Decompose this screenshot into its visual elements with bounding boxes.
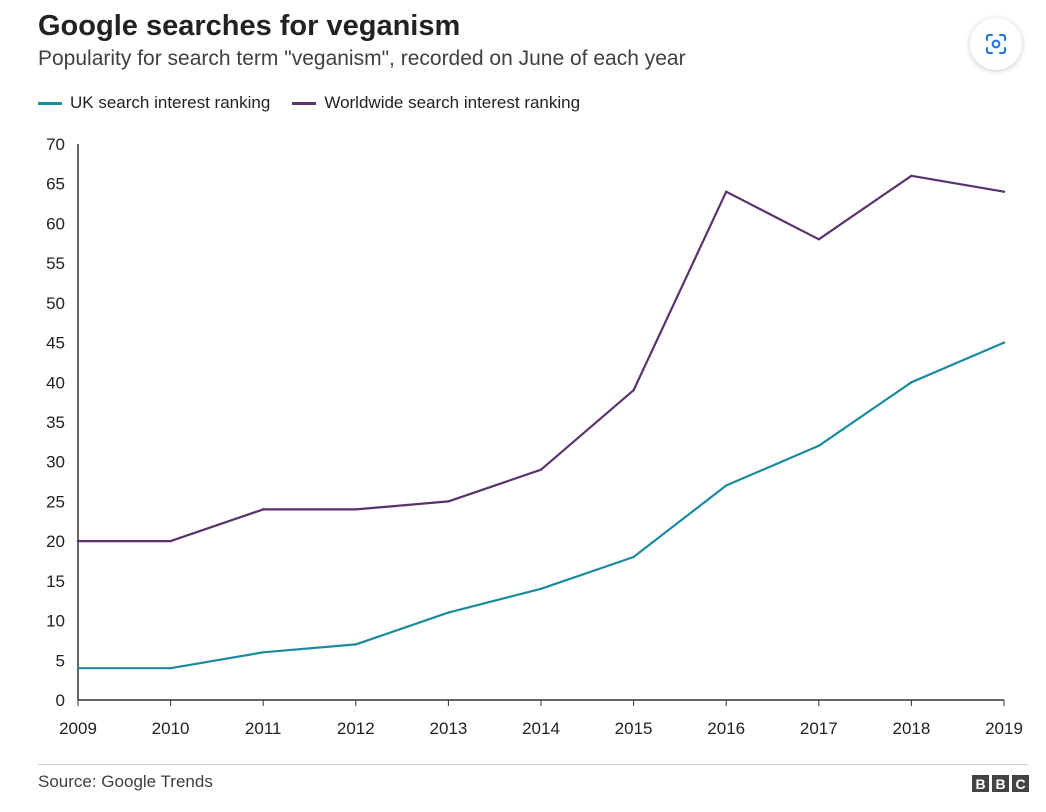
data-point-uk	[169, 667, 172, 670]
x-tick-label: 2010	[152, 719, 190, 738]
y-tick-label: 25	[46, 492, 65, 511]
data-point-uk	[1002, 341, 1006, 344]
data-point-uk	[725, 484, 728, 487]
data-point-uk	[447, 611, 450, 614]
y-tick-label: 30	[46, 453, 65, 472]
y-tick-label: 15	[46, 572, 65, 591]
x-tick-label: 2011	[245, 719, 282, 738]
legend-swatch-uk	[38, 101, 62, 105]
data-point-worldwide	[539, 468, 543, 471]
y-tick-label: 65	[46, 175, 65, 194]
data-point-worldwide	[725, 190, 728, 193]
data-point-worldwide	[817, 238, 820, 241]
y-tick-label: 60	[46, 214, 65, 233]
y-tick-label: 45	[46, 334, 65, 353]
bbc-logo: B B C	[969, 775, 1029, 792]
x-tick-label: 2016	[707, 719, 745, 738]
data-point-worldwide	[632, 389, 635, 392]
data-point-uk	[539, 587, 543, 590]
y-tick-label: 5	[56, 651, 65, 670]
data-point-worldwide	[1002, 190, 1006, 193]
x-tick-label: 2013	[429, 719, 467, 738]
legend-item-worldwide: Worldwide search interest ranking	[292, 93, 580, 113]
legend-label-uk: UK search interest ranking	[70, 93, 271, 112]
data-point-worldwide	[354, 508, 357, 511]
footer-divider	[38, 764, 1028, 765]
series-line-uk	[76, 341, 1006, 670]
x-tick-label: 2009	[59, 719, 97, 738]
data-point-worldwide	[76, 539, 80, 543]
data-point-worldwide	[262, 508, 265, 511]
x-tick-label: 2017	[800, 719, 838, 738]
data-point-uk	[262, 651, 265, 654]
x-tick-label: 2015	[615, 719, 653, 738]
data-point-uk	[632, 555, 635, 559]
x-tick-label: 2019	[985, 719, 1023, 738]
bbc-logo-letter-2: B	[992, 775, 1009, 792]
y-tick-label: 40	[46, 373, 65, 392]
series-line-worldwide	[76, 174, 1006, 543]
chart-legend: UK search interest ranking Worldwide sea…	[38, 93, 602, 113]
data-point-worldwide	[169, 539, 172, 543]
x-tick-label: 2018	[892, 719, 930, 738]
x-tick-label: 2014	[522, 719, 560, 738]
source-note: Source: Google Trends	[38, 772, 213, 791]
y-tick-label: 55	[46, 254, 65, 273]
y-tick-label: 0	[56, 691, 65, 710]
y-tick-label: 35	[46, 413, 65, 432]
data-point-uk	[76, 667, 80, 670]
data-point-worldwide	[910, 174, 913, 177]
x-tick-label: 2012	[337, 719, 375, 738]
chart-subtitle: Popularity for search term "veganism", r…	[38, 47, 686, 70]
legend-swatch-worldwide	[292, 101, 317, 105]
y-tick-label: 70	[46, 135, 65, 154]
legend-label-worldwide: Worldwide search interest ranking	[324, 93, 581, 112]
data-point-uk	[910, 381, 913, 384]
chart-title: Google searches for veganism	[38, 10, 461, 42]
legend-item-uk: UK search interest ranking	[38, 93, 270, 113]
y-tick-label: 10	[46, 612, 65, 631]
google-lens-icon	[986, 34, 1006, 54]
data-point-uk	[354, 643, 357, 646]
google-lens-button[interactable]	[970, 18, 1022, 70]
y-tick-label: 50	[46, 294, 65, 313]
bbc-logo-letter-1: B	[972, 775, 989, 792]
data-point-worldwide	[447, 500, 450, 503]
y-tick-label: 20	[46, 532, 65, 551]
bbc-logo-letter-3: C	[1012, 775, 1029, 792]
data-point-uk	[817, 444, 820, 448]
